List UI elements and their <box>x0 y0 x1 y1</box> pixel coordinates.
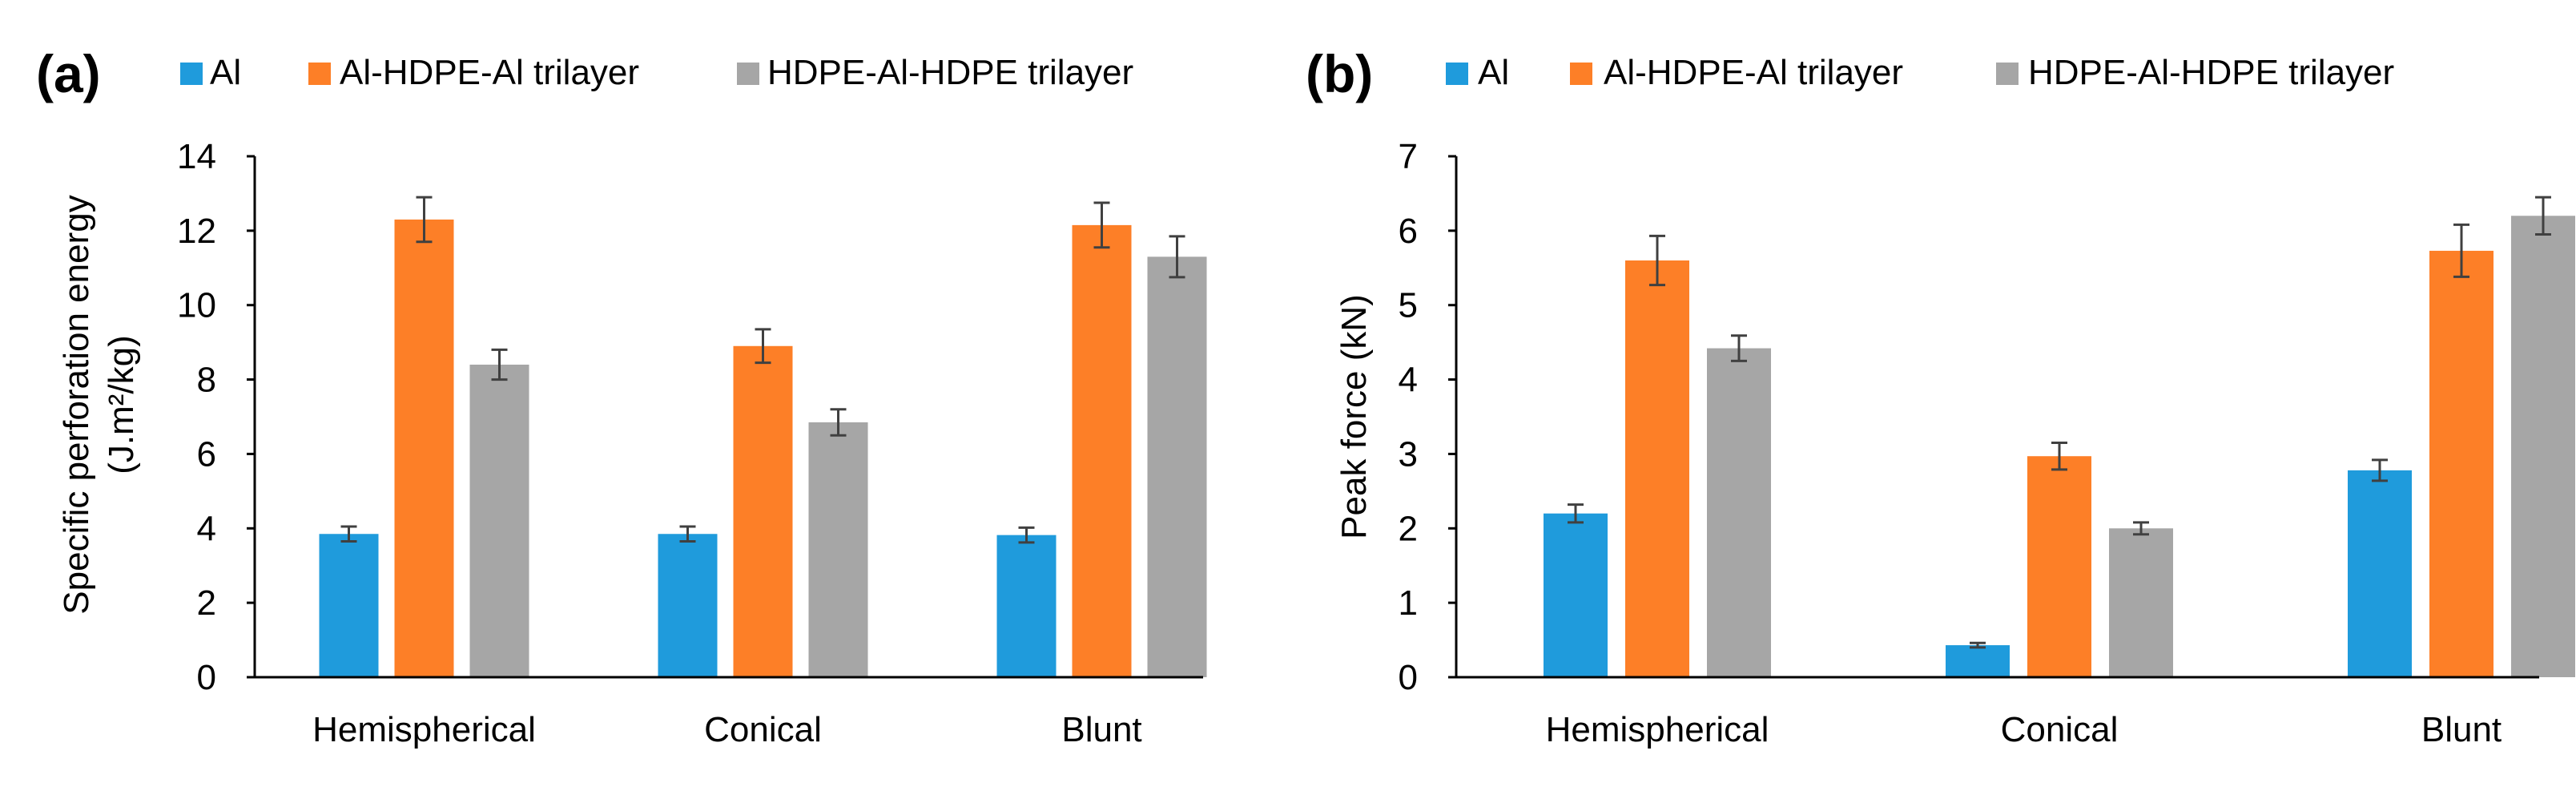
y-tick-label-b-0: 0 <box>1399 658 1418 697</box>
bar-b-blunt-0 <box>2348 470 2412 677</box>
bar-a-blunt-2 <box>1147 256 1207 677</box>
error-bars-b <box>1568 196 2551 649</box>
error-bar-b-blunt-1 <box>2453 223 2469 278</box>
legend-label-b-1: Al-HDPE-Al trilayer <box>1604 53 1903 92</box>
error-bar-a-blunt-0 <box>1018 526 1035 544</box>
bar-b-blunt-1 <box>2429 250 2493 677</box>
bar-b-conical-1 <box>2027 456 2091 677</box>
legend-a: Al Al-HDPE-Al trilayer HDPE-Al-HDPE trilay… <box>180 53 1133 92</box>
legend-label-a-1: Al-HDPE-Al trilayer <box>340 53 639 92</box>
legend-label-b-2: HDPE-Al-HDPE trilayer <box>2028 53 2394 92</box>
x-tick-label-b-1: Conical <box>2001 710 2119 749</box>
y-axis-title-a: Specific perforation energy (J.m²/kg) <box>57 195 141 614</box>
panel-label-b: (b) <box>1306 44 1373 103</box>
x-tick-label-a-0: Hemispherical <box>312 710 536 749</box>
bar-a-conical-2 <box>808 422 868 677</box>
y-tick-label-a-3: 6 <box>197 434 216 474</box>
y-tick-label-b-4: 4 <box>1399 361 1418 400</box>
y-tick-label-b-1: 1 <box>1399 583 1418 623</box>
error-bar-b-blunt-2 <box>2535 196 2551 236</box>
legend-b: Al Al-HDPE-Al trilayer HDPE-Al-HDPE trilay… <box>1446 53 2394 92</box>
bar-a-hemispherical-0 <box>319 534 379 677</box>
error-bar-a-blunt-2 <box>1169 235 1185 279</box>
bar-b-hemispherical-1 <box>1625 260 1689 677</box>
legend-swatch-a-2 <box>737 63 759 85</box>
bar-b-conical-0 <box>1946 645 2010 677</box>
y-tick-label-a-7: 14 <box>177 137 216 176</box>
x-ticks-b: Hemispherical Conical Blunt <box>1546 710 2502 749</box>
bar-a-conical-1 <box>733 345 793 677</box>
legend-swatch-a-0 <box>180 63 203 85</box>
legend-swatch-b-1 <box>1570 63 1592 85</box>
panel-label-a: (a) <box>36 44 101 103</box>
x-tick-label-a-2: Blunt <box>1061 710 1141 749</box>
legend-label-a-2: HDPE-Al-HDPE trilayer <box>767 53 1133 92</box>
error-bar-b-blunt-0 <box>2372 458 2388 482</box>
y-tick-label-b-3: 3 <box>1399 434 1418 474</box>
bar-a-blunt-1 <box>1072 224 1132 678</box>
bar-b-conical-2 <box>2109 528 2173 677</box>
y-tick-label-a-6: 12 <box>177 212 216 251</box>
y-tick-label-a-0: 0 <box>197 658 216 697</box>
y-tick-label-b-2: 2 <box>1399 509 1418 548</box>
x-tick-label-a-1: Conical <box>704 710 822 749</box>
legend-swatch-a-1 <box>308 63 331 85</box>
error-bars-a <box>340 196 1185 544</box>
error-bar-a-blunt-1 <box>1093 201 1110 249</box>
x-tick-label-b-0: Hemispherical <box>1546 710 1769 749</box>
error-bar-b-conical-0 <box>1970 641 1986 649</box>
bars-b <box>1544 216 2575 677</box>
bars-a <box>319 219 1207 678</box>
y-axis-title-a-line2: (J.m²/kg) <box>102 335 141 474</box>
bar-a-blunt-0 <box>996 535 1057 677</box>
chart-panel-b: (b) Peak force (kN) Al Al-HDPE-Al trilaye… <box>1306 44 2575 749</box>
y-ticks-a: 0 2 4 6 8 10 12 14 <box>177 137 255 697</box>
x-ticks-a: Hemispherical Conical Blunt <box>312 710 1142 749</box>
bar-b-hemispherical-2 <box>1707 348 1771 677</box>
y-axis-title-a-line1: Specific perforation energy <box>57 195 96 614</box>
error-bar-b-conical-1 <box>2051 442 2067 471</box>
error-bar-a-conical-1 <box>755 328 771 365</box>
legend-swatch-b-2 <box>1996 63 2019 85</box>
bar-a-hemispherical-2 <box>469 365 529 677</box>
legend-label-a-0: Al <box>210 53 241 92</box>
legend-label-b-0: Al <box>1478 53 1509 92</box>
x-tick-label-b-2: Blunt <box>2421 710 2502 749</box>
y-tick-label-b-6: 6 <box>1399 212 1418 251</box>
chart-panel-a: (a) Specific perforation energy (J.m²/kg… <box>36 44 1207 749</box>
bar-a-hemispherical-1 <box>394 219 454 677</box>
y-axis-title-b: Peak force (kN) <box>1334 294 1374 539</box>
error-bar-b-conical-2 <box>2133 521 2149 536</box>
legend-swatch-b-0 <box>1446 63 1468 85</box>
y-tick-label-a-1: 2 <box>197 583 216 623</box>
error-bar-a-hemispherical-2 <box>491 348 508 381</box>
error-bar-a-conical-0 <box>679 525 696 543</box>
y-tick-label-a-4: 8 <box>197 361 216 400</box>
y-tick-label-a-5: 10 <box>177 286 216 325</box>
y-ticks-b: 0 1 2 3 4 5 6 7 <box>1399 137 1456 697</box>
error-bar-b-hemispherical-0 <box>1568 503 1584 524</box>
y-axis-title-b-text: Peak force (kN) <box>1334 294 1374 539</box>
y-tick-label-a-2: 4 <box>197 509 216 548</box>
bar-b-blunt-2 <box>2511 216 2575 677</box>
y-tick-label-b-5: 5 <box>1399 286 1418 325</box>
error-bar-a-conical-2 <box>830 408 847 437</box>
error-bar-a-hemispherical-1 <box>416 196 433 244</box>
bar-a-conical-0 <box>658 534 718 677</box>
y-tick-label-b-7: 7 <box>1399 137 1418 176</box>
error-bar-b-hemispherical-2 <box>1731 334 1747 362</box>
bar-b-hemispherical-0 <box>1544 513 1608 677</box>
error-bar-b-hemispherical-1 <box>1649 234 1665 287</box>
error-bar-a-hemispherical-0 <box>340 525 357 543</box>
